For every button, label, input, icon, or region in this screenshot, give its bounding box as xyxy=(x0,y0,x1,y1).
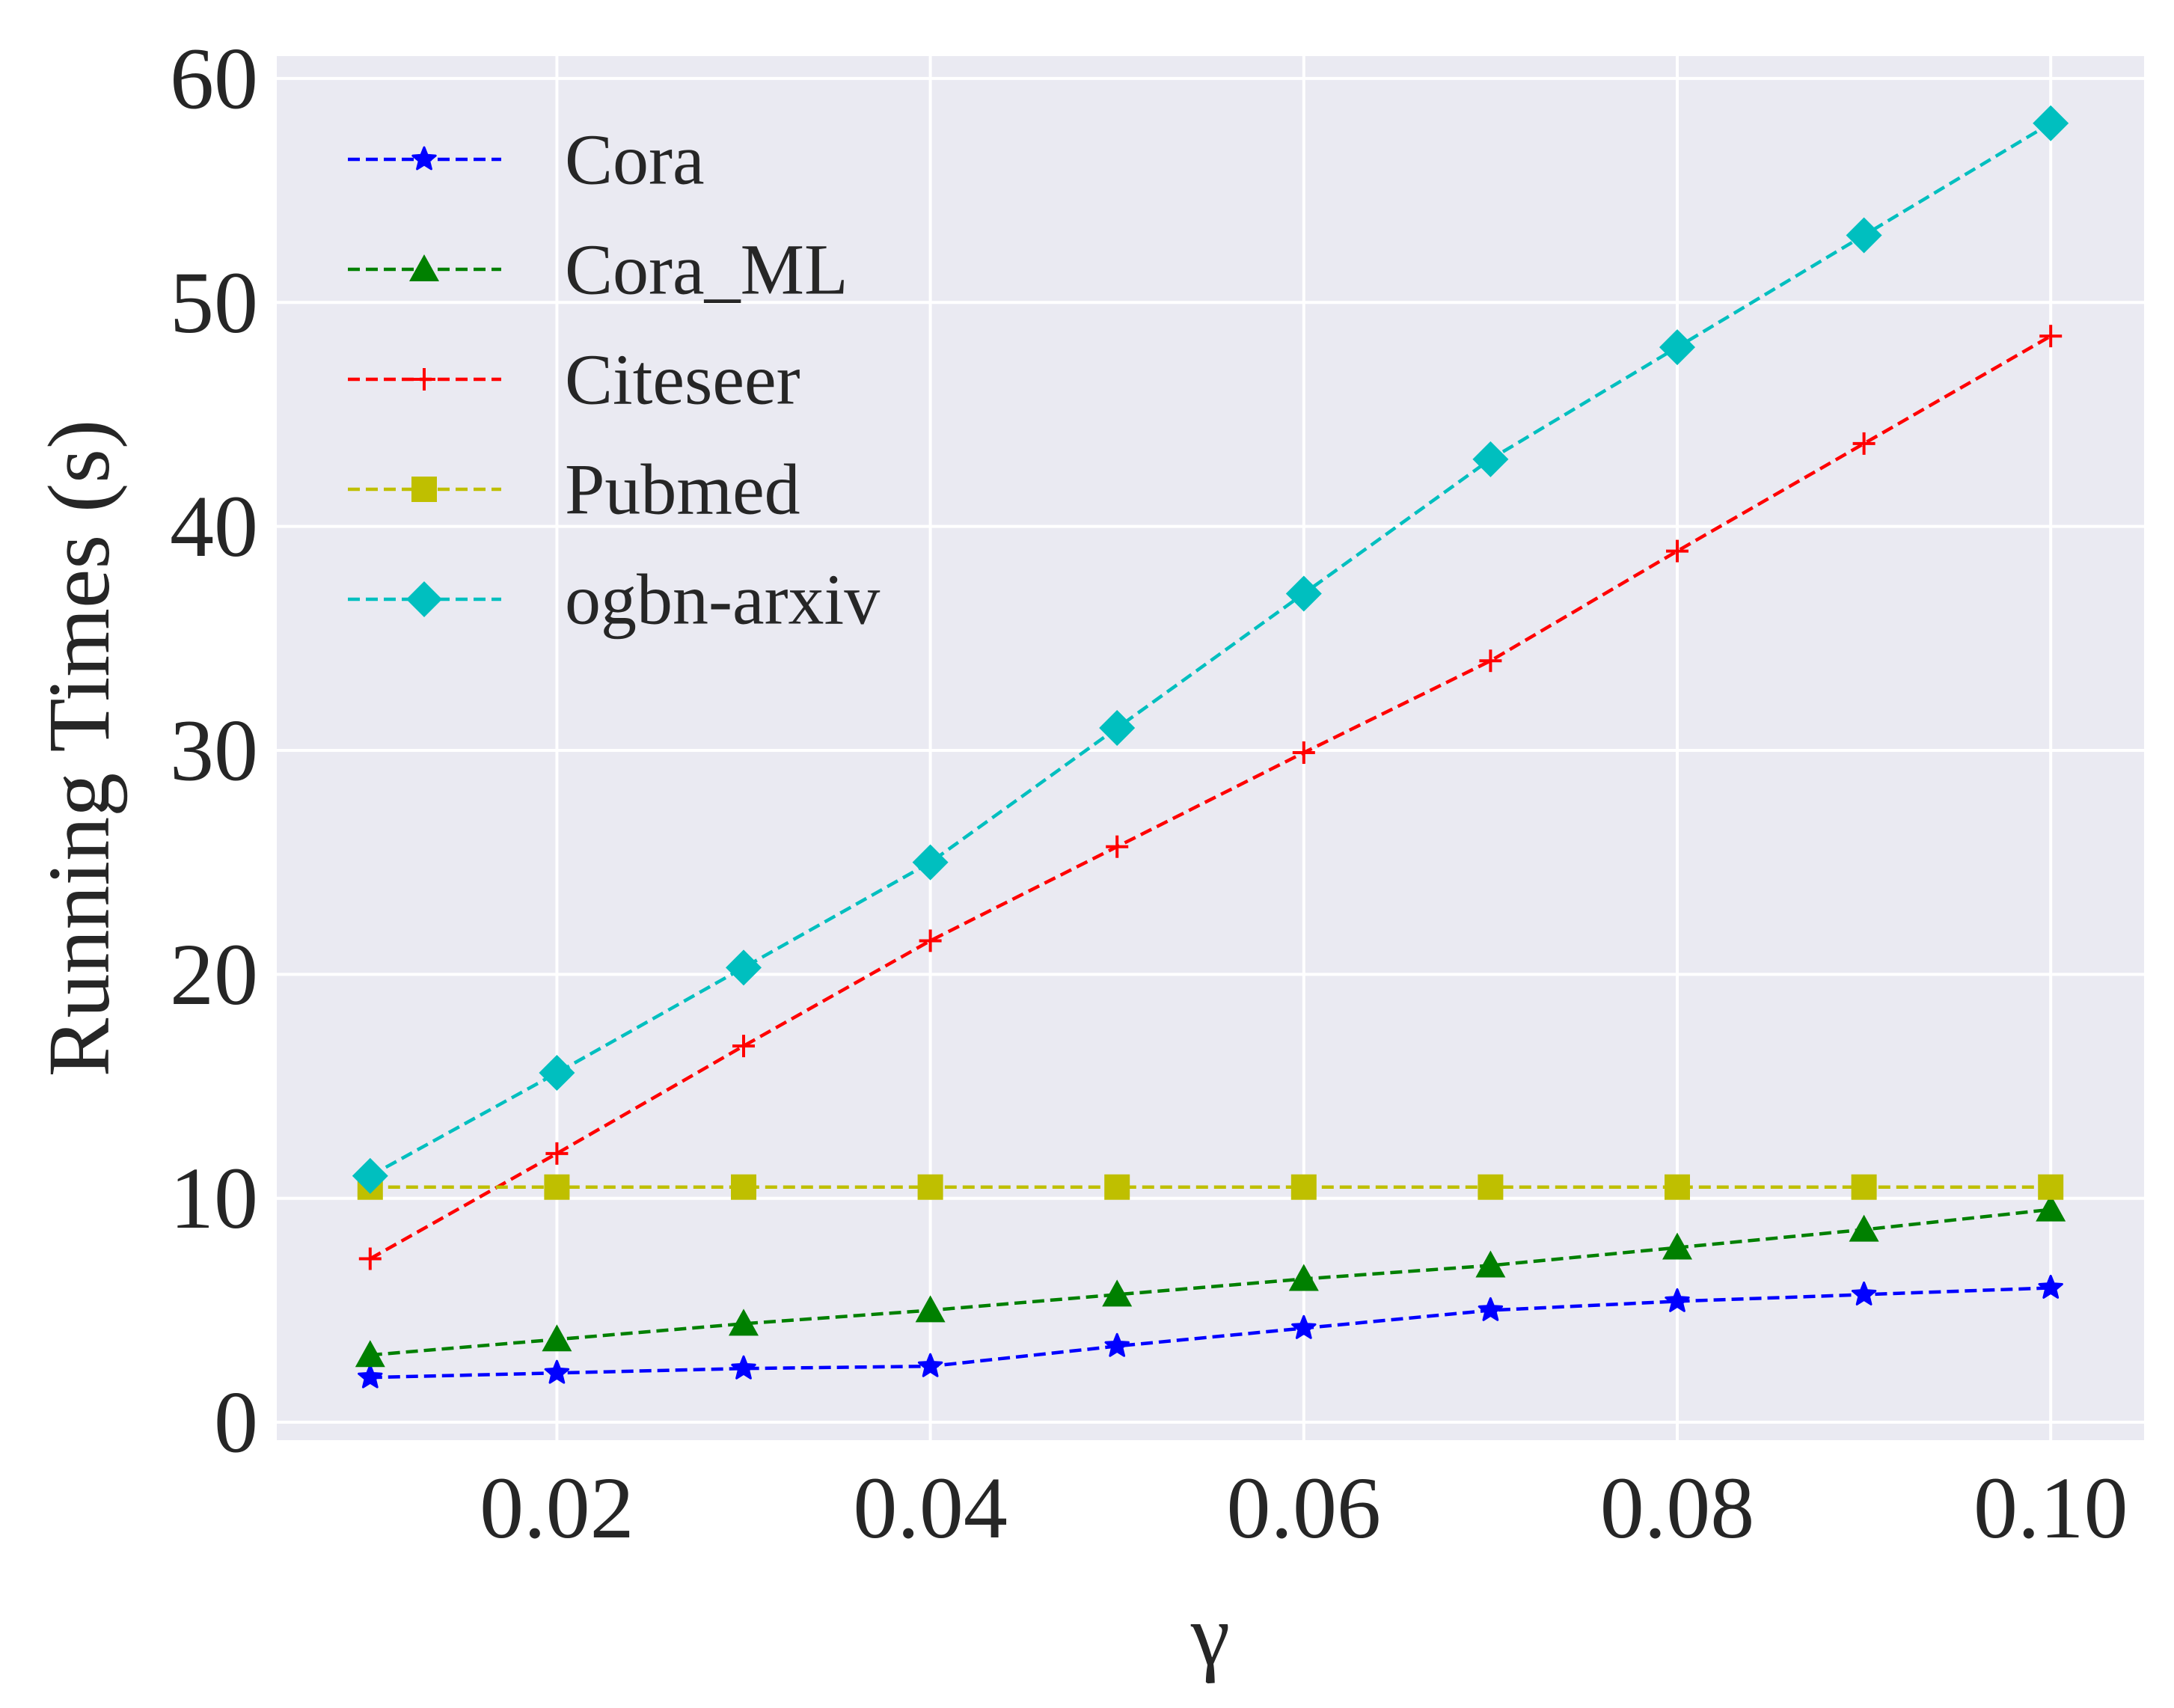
legend-item: Citeseer xyxy=(348,340,800,420)
legend-item: Cora xyxy=(348,120,705,200)
data-point xyxy=(1102,1279,1133,1307)
data-point xyxy=(2038,1274,2063,1299)
y-axis-ticks: 0 10 20 30 40 50 60 xyxy=(170,29,258,1471)
data-point xyxy=(1662,1232,1692,1260)
y-tick-label: 20 xyxy=(170,925,258,1023)
y-tick-label: 0 xyxy=(214,1374,258,1472)
y-tick-label: 10 xyxy=(170,1149,258,1247)
data-point xyxy=(726,949,762,986)
data-point xyxy=(1478,1174,1504,1200)
data-point xyxy=(544,1359,570,1384)
data-point xyxy=(2036,1194,2066,1222)
data-point xyxy=(1851,1281,1877,1306)
y-tick-label: 30 xyxy=(170,701,258,799)
series-ogbn-arxiv xyxy=(352,105,2069,1194)
y-tick-label: 40 xyxy=(170,477,258,575)
data-point xyxy=(539,1055,575,1092)
data-point xyxy=(1849,1214,1879,1242)
data-point xyxy=(1288,1264,1319,1291)
series-line xyxy=(370,1207,2051,1357)
series-line xyxy=(370,1286,2051,1380)
series-citeseer xyxy=(358,325,2063,1270)
x-axis-title: γ xyxy=(1190,1586,1230,1684)
legend-label: Cora_ML xyxy=(565,230,848,310)
series-cora xyxy=(358,1274,2063,1389)
legend-label: Cora xyxy=(565,120,705,200)
series-layer xyxy=(352,105,2069,1389)
data-point xyxy=(1292,741,1315,764)
data-point xyxy=(1104,1332,1130,1357)
data-point xyxy=(1479,649,1502,673)
x-tick-label: 0.02 xyxy=(480,1459,634,1557)
data-point xyxy=(352,1157,388,1194)
series-line xyxy=(369,334,2052,1261)
data-point xyxy=(729,1308,759,1336)
legend-label: Citeseer xyxy=(565,340,800,420)
x-tick-label: 0.04 xyxy=(853,1459,1008,1557)
data-point xyxy=(1665,1288,1690,1312)
data-point xyxy=(919,929,942,952)
data-point xyxy=(1290,1174,1317,1200)
y-tick-label: 50 xyxy=(170,254,258,352)
legend-marker xyxy=(411,146,437,171)
data-point xyxy=(731,1355,756,1380)
legend-marker xyxy=(406,581,442,617)
legend-marker xyxy=(411,477,437,502)
data-point xyxy=(915,1295,946,1323)
x-axis-ticks: 0.02 0.04 0.06 0.08 0.10 xyxy=(480,1459,2128,1557)
data-point xyxy=(1478,1297,1504,1321)
legend: Cora Cora_ML Citeseer Pubmed ogbn-arxiv xyxy=(348,120,880,640)
x-tick-label: 0.08 xyxy=(1600,1459,1755,1557)
data-point xyxy=(731,1174,756,1200)
data-point xyxy=(1659,329,1695,366)
series-cora-ml xyxy=(355,1194,2066,1368)
legend-item: ogbn-arxiv xyxy=(348,560,880,640)
series-line xyxy=(369,121,2052,1178)
data-point xyxy=(544,1174,570,1200)
x-tick-label: 0.10 xyxy=(1974,1459,2128,1557)
legend-label: ogbn-arxiv xyxy=(565,560,880,640)
legend-label: Pubmed xyxy=(565,450,800,530)
data-point xyxy=(917,1353,943,1377)
data-point xyxy=(1851,1174,1877,1200)
data-point xyxy=(917,1174,943,1200)
data-point xyxy=(2038,1174,2064,1200)
y-tick-label: 60 xyxy=(170,29,258,127)
data-point xyxy=(1846,217,1882,254)
data-point xyxy=(542,1324,572,1352)
data-point xyxy=(1852,432,1876,455)
data-point xyxy=(358,1364,383,1389)
data-point xyxy=(1291,1314,1317,1339)
plot-area xyxy=(277,56,2144,1440)
legend-marker xyxy=(413,368,435,391)
legend-marker xyxy=(409,254,439,281)
data-point xyxy=(1099,710,1136,747)
data-point xyxy=(1665,1174,1690,1200)
data-point xyxy=(1285,575,1322,612)
data-point xyxy=(1472,441,1509,477)
data-point xyxy=(912,844,949,881)
y-axis-title: Running Times (s) xyxy=(30,420,128,1077)
data-point xyxy=(732,1035,755,1058)
series-pubmed xyxy=(357,1174,2064,1200)
data-point xyxy=(358,1247,382,1270)
data-point xyxy=(545,1142,569,1165)
data-point xyxy=(1104,1174,1130,1200)
x-tick-label: 0.06 xyxy=(1227,1459,1382,1557)
data-point xyxy=(1475,1250,1506,1278)
data-point xyxy=(1106,835,1129,858)
legend-item: Cora_ML xyxy=(348,230,848,310)
data-point xyxy=(2039,325,2063,348)
data-point xyxy=(1666,539,1688,563)
data-point xyxy=(355,1340,385,1368)
data-point xyxy=(2033,105,2069,141)
legend-item: Pubmed xyxy=(348,450,800,530)
